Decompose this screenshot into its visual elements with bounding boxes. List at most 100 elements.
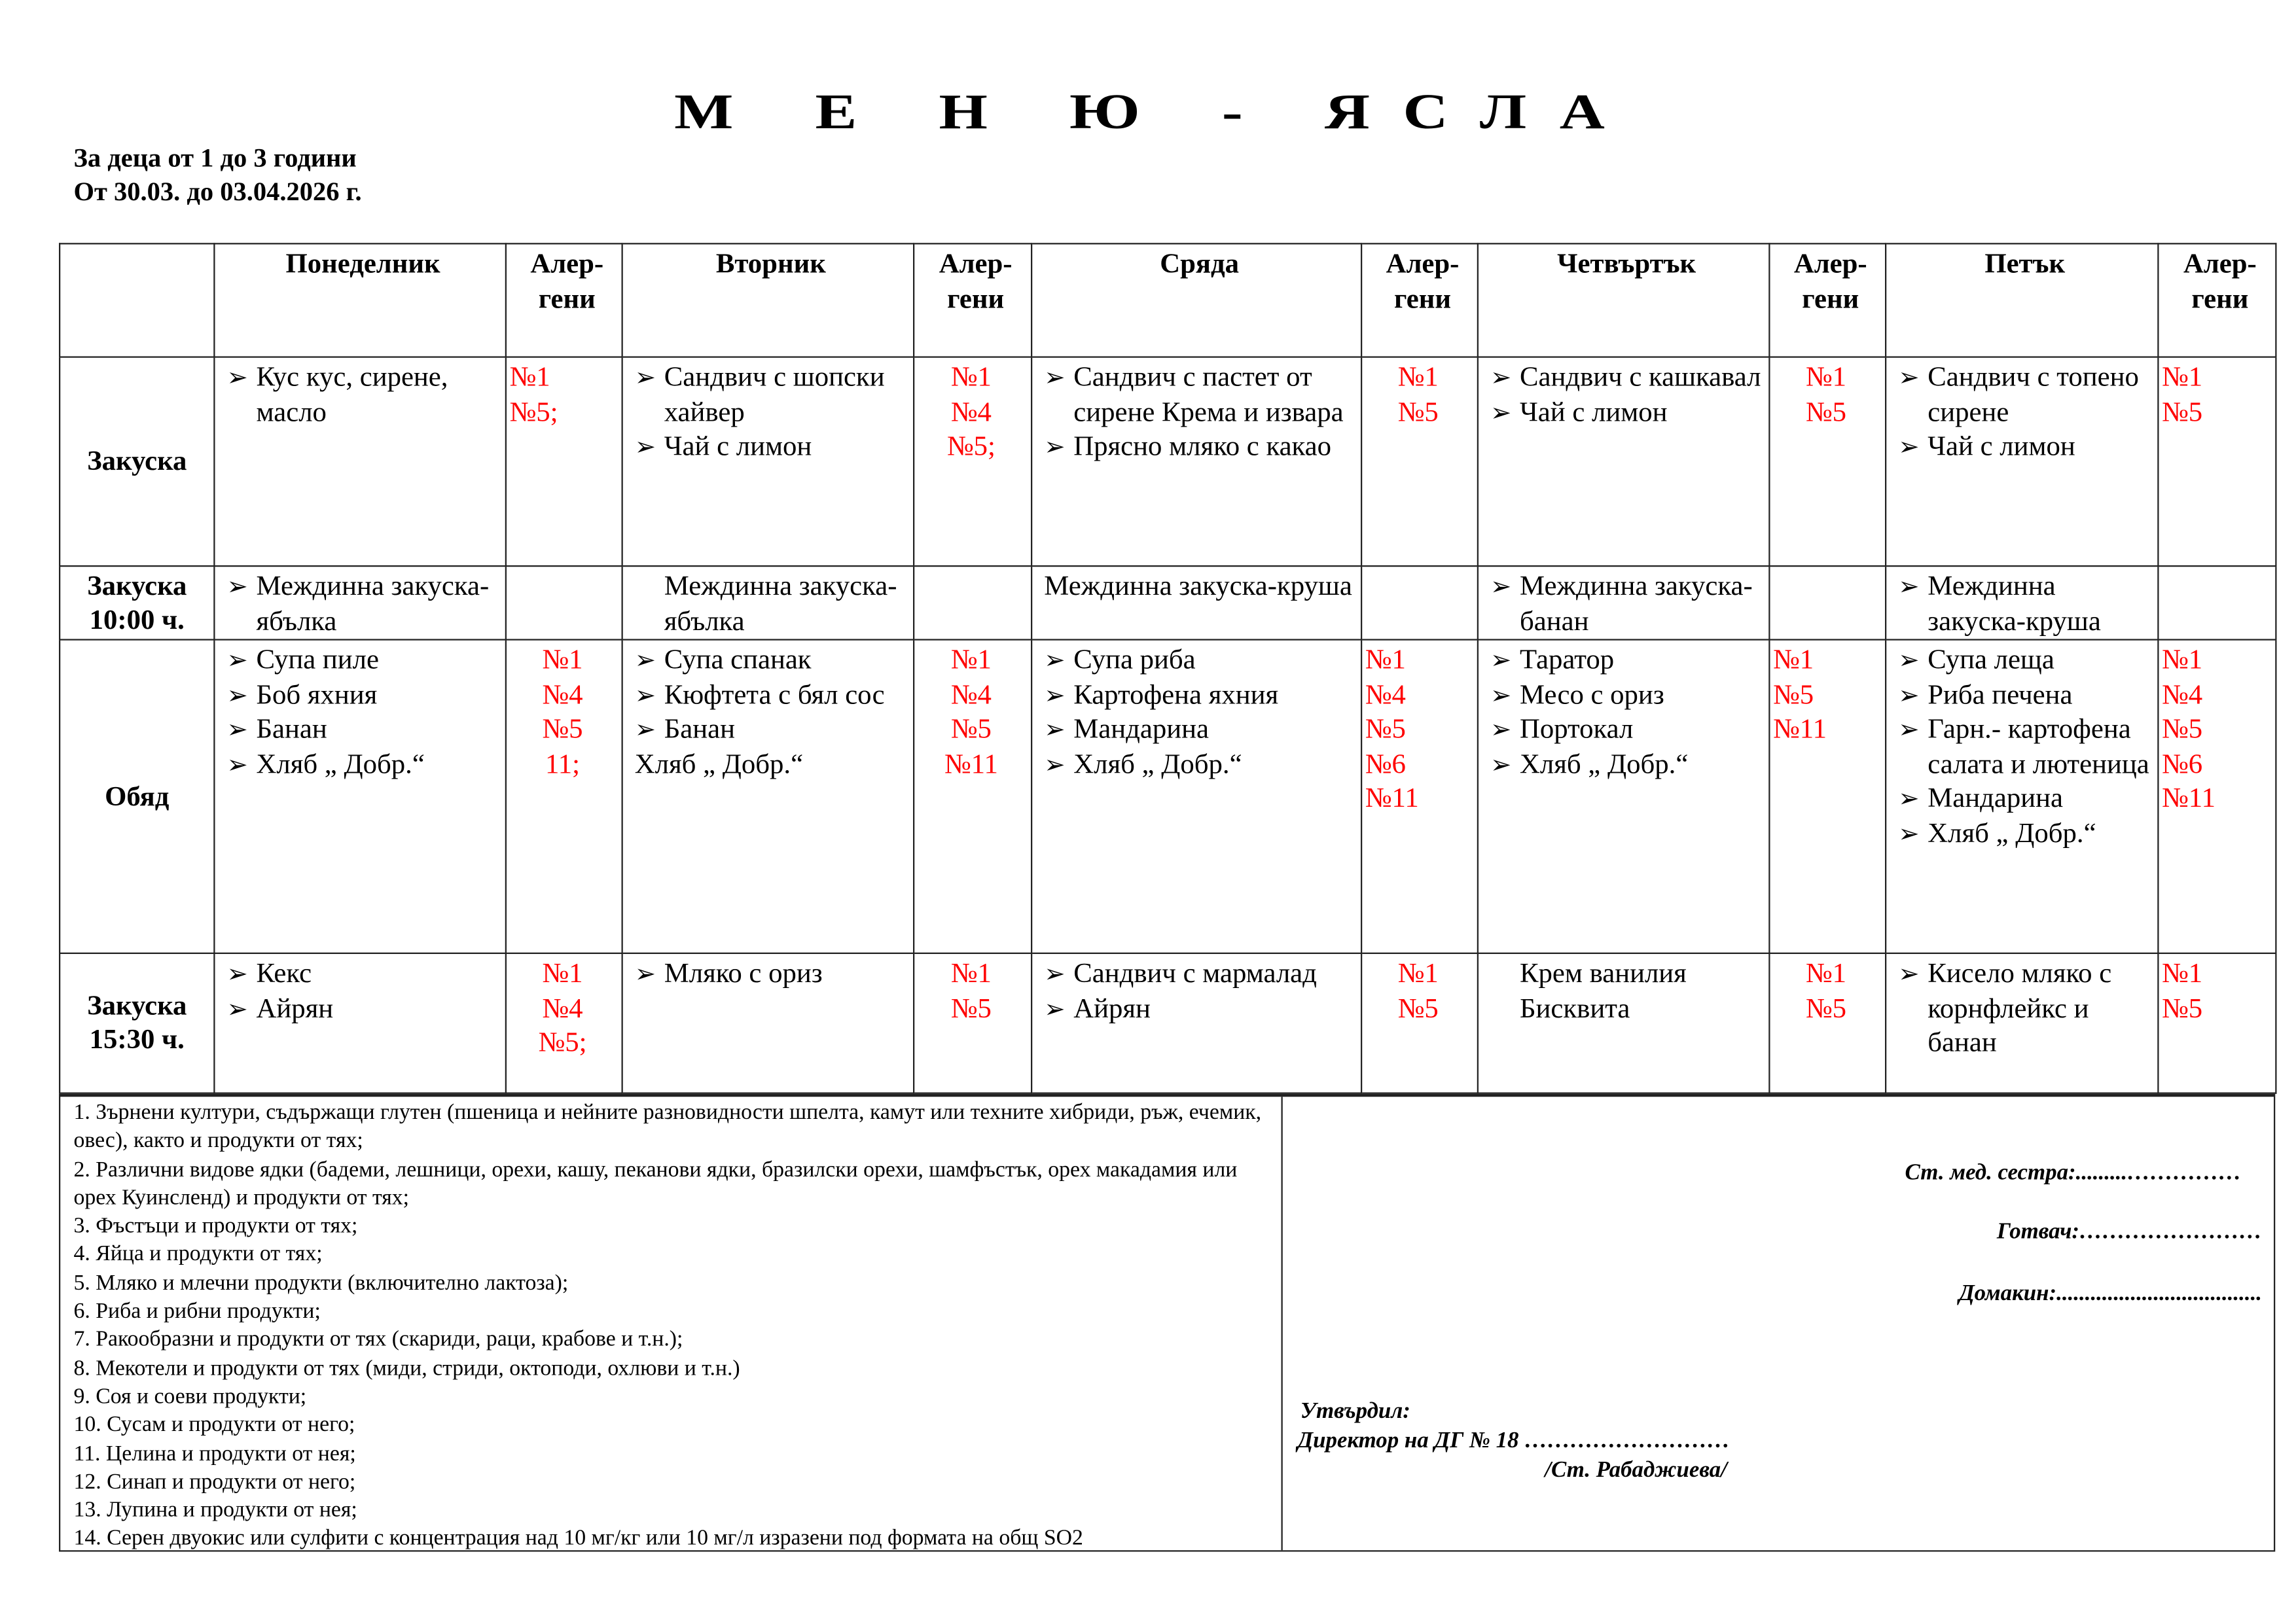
allergen-code: №4	[950, 679, 992, 711]
menu-item: Мляко с ориз	[635, 957, 907, 992]
allergen-code: №11	[2162, 783, 2215, 815]
allergen-code: №5	[1397, 397, 1439, 428]
allergens-header: Алер-гени	[913, 243, 1033, 358]
menu-item: Супа пиле	[227, 643, 499, 678]
allergen-legend-item: 1. Зърнени култури, съдържащи глутен (пш…	[73, 1101, 1262, 1154]
allergen-legend: 1. Зърнени култури, съдържащи глутен (пш…	[60, 1097, 1283, 1551]
allergen-legend-item: 6. Риба и рибни продукти;	[73, 1299, 321, 1324]
allergens-header-line-2: гени	[2191, 283, 2249, 315]
menu-item: Чай с лимон	[635, 430, 907, 465]
allergens-header-line-1: Алер-	[1386, 249, 1460, 280]
day-header-2: Вторник	[621, 243, 915, 358]
menu-item: Бисквита	[1520, 993, 1630, 1024]
menu-cell: Кус кус, сирене, масло	[213, 356, 507, 567]
allergen-code: №6	[1365, 749, 1406, 780]
allergens-cell: №1 №5	[1768, 356, 1887, 567]
allergens-cell: №1 №5	[1361, 952, 1479, 1094]
allergens-cell: №1 №5	[913, 952, 1033, 1094]
allergens-header-line-2: гени	[1802, 283, 1859, 315]
meal-label-line: Закуска	[87, 446, 187, 477]
menu-item: Супа риба	[1044, 643, 1355, 678]
date-range: От 30.03. до 03.04.2026 г.	[73, 177, 362, 206]
allergen-code: №5	[1773, 679, 1814, 711]
menu-cell: ТараторМесо с оризПортокалХляб „ Добр.“	[1477, 639, 1770, 954]
menu-item: Хляб „ Добр.“	[227, 747, 499, 782]
day-header-1: Понеделник	[213, 243, 507, 358]
allergen-code: 11;	[545, 749, 581, 780]
director-name: /Ст. Рабаджиева/	[1545, 1457, 1727, 1483]
allergen-code: №5	[2162, 397, 2203, 428]
director-signature: Директор на ДГ № 18 ………………………	[1297, 1428, 1731, 1453]
menu-cell: Супа пилеБоб яхнияБананХляб „ Добр.“	[213, 639, 507, 954]
meal-label-line: 10:00 ч.	[89, 604, 185, 635]
menu-cell: Мляко с ориз	[621, 952, 915, 1094]
allergens-cell	[1768, 565, 1887, 641]
allergen-code: №4	[542, 679, 583, 711]
allergen-code: №1	[2162, 362, 2203, 393]
allergen-code: №5	[2162, 993, 2203, 1024]
allergens-header: Алер-гени	[1361, 243, 1479, 358]
allergen-code: №5;	[946, 431, 996, 463]
menu-cell: КексАйрян	[213, 952, 507, 1094]
allergen-legend-item: 5. Мляко и млечни продукти (включително …	[73, 1271, 569, 1296]
allergen-code: №11	[1773, 714, 1827, 745]
menu-item: Кекс	[227, 957, 499, 992]
allergen-code: №5	[950, 714, 992, 745]
allergen-code: №1	[542, 644, 583, 676]
menu-item: Кус кус, сирене, масло	[227, 361, 499, 430]
allergen-legend-item: 7. Ракообразни и продукти от тях (скарид…	[73, 1328, 683, 1352]
menu-item: Кюфтета с бял сос	[635, 678, 907, 713]
allergen-legend-item: 8. Мекотели и продукти от тях (миди, стр…	[73, 1356, 740, 1381]
menu-item: Сандвич с топено сирене	[1898, 361, 2151, 430]
menu-item: Междинна закуска-ябълка	[664, 571, 897, 637]
age-group: За деца от 1 до 3 години	[73, 143, 357, 173]
menu-cell: Сандвич с топено сиренеЧай с лимон	[1885, 356, 2159, 567]
allergen-legend-item: 10. Сусам и продукти от него;	[73, 1413, 355, 1438]
allergen-legend-item: 11. Целина и продукти от нея;	[73, 1442, 356, 1466]
allergens-header: Алер-гени	[505, 243, 623, 358]
allergen-code: №1	[2162, 644, 2203, 676]
allergen-legend-item: 13. Лупина и продукти от нея;	[73, 1498, 357, 1523]
menu-item: Междинна закуска-круша	[1898, 570, 2151, 639]
allergens-cell: №1 №4 №5 11;	[505, 639, 623, 954]
allergen-legend-item: 4. Яйца и продукти от тях;	[73, 1243, 323, 1267]
menu-item: Прясно мляко с какао	[1044, 430, 1355, 465]
allergen-code: №1	[1805, 362, 1847, 393]
corner-cell	[59, 243, 215, 358]
menu-item: Таратор	[1490, 643, 1763, 678]
allergens-cell	[1361, 565, 1479, 641]
housekeeper-signature: Домакин:................................…	[1958, 1280, 2262, 1306]
menu-item: Кисело мляко с корнфлейкс и банан	[1898, 957, 2151, 1061]
allergens-cell: №1 №5	[1361, 356, 1479, 567]
page-title: М Е Н Ю - ЯСЛА	[674, 85, 1638, 140]
allergen-code: №4	[950, 397, 992, 428]
allergen-code: №5	[542, 714, 583, 745]
allergen-code: №1	[1397, 958, 1439, 989]
menu-cell: Кисело мляко с корнфлейкс и банан	[1885, 952, 2159, 1094]
header-row: Понеделник Алер-гени Вторник Алер-гени Сряда…	[59, 243, 2277, 358]
allergens-header-line-1: Алер-	[1793, 249, 1867, 280]
allergens-cell: №1 №5;	[505, 356, 623, 567]
allergen-code: №5	[1805, 993, 1847, 1024]
menu-item: Чай с лимон	[1898, 430, 2151, 465]
meal-label: Закуска	[59, 356, 215, 567]
nurse-signature: Ст. мед. сестра:.........……………	[1905, 1160, 2242, 1186]
allergen-legend-item: 2. Различни видове ядки (бадеми, лешници…	[73, 1157, 1238, 1210]
allergen-code: №1	[1773, 644, 1814, 676]
meal-label-line: Обяд	[105, 781, 170, 812]
meal-row: Обяд Супа пилеБоб яхнияБананХляб „ Добр.“…	[59, 639, 2277, 954]
menu-item: Риба печена	[1898, 678, 2151, 713]
allergens-cell	[913, 565, 1033, 641]
allergens-cell: №1 №5	[2157, 952, 2277, 1094]
menu-item: Хляб „ Добр.“	[1898, 817, 2151, 851]
allergens-header-line-1: Алер-	[530, 249, 604, 280]
menu-item: Картофена яхния	[1044, 678, 1355, 713]
allergen-code: №5	[1365, 714, 1406, 745]
allergens-cell: №1 №5	[2157, 356, 2277, 567]
menu-item: Айрян	[227, 991, 499, 1026]
allergen-code: №4	[1365, 679, 1406, 711]
approved-label: Утвърдил:	[1300, 1398, 1410, 1424]
allergen-code: №1	[1805, 958, 1847, 989]
